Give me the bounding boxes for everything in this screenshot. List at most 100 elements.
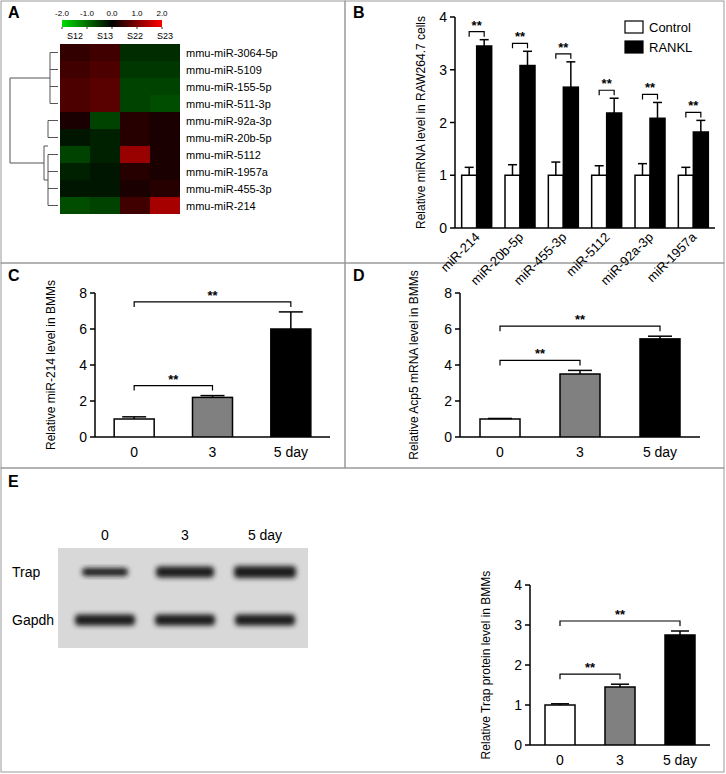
- heatmap-cell: [60, 180, 90, 197]
- error-bar: [610, 98, 619, 113]
- y-tick: [525, 624, 530, 626]
- significance-label: **: [615, 607, 626, 622]
- bar: [505, 175, 520, 228]
- y-tick-label: 2: [439, 115, 447, 131]
- y-tick-label: 0: [444, 429, 452, 445]
- row-label: mmu-miR-92a-3p: [186, 115, 272, 127]
- heatmap-cell: [60, 146, 90, 163]
- bar: [640, 339, 680, 437]
- significance-label: **: [168, 372, 179, 387]
- dendrogram-line: [48, 171, 58, 172]
- colorbar-tick: [162, 27, 163, 29]
- column-label: S12: [67, 31, 83, 41]
- heatmap-cell: [60, 129, 90, 146]
- y-tick-label: 0: [79, 429, 87, 445]
- y-tick: [450, 227, 455, 229]
- error-bar: [488, 418, 512, 420]
- bar: [693, 132, 708, 228]
- row-label: mmu-miR-214: [186, 200, 256, 212]
- error-cap: [508, 164, 517, 166]
- heatmap-cell: [90, 146, 120, 163]
- y-tick: [450, 69, 455, 71]
- heatmap-cell: [150, 44, 180, 61]
- error-bar: [201, 396, 225, 398]
- error-line: [527, 51, 529, 65]
- heatmap-cell: [120, 180, 150, 197]
- y-tick: [455, 328, 460, 330]
- y-tick-label: 2: [514, 657, 522, 673]
- x-tick-label: 0: [556, 752, 564, 768]
- x-tick-label: 0: [130, 444, 138, 460]
- bar: [520, 66, 535, 228]
- lane-label: 0: [101, 527, 109, 543]
- significance-label: **: [575, 312, 586, 327]
- panel-label: B: [353, 4, 365, 21]
- y-tick-label: 6: [444, 321, 452, 337]
- error-cap: [671, 630, 689, 632]
- error-line: [685, 167, 687, 175]
- blot-row-label: Gapdh: [12, 612, 54, 628]
- plot-area: [545, 631, 695, 745]
- error-bar: [523, 51, 532, 65]
- heatmap-cell: [60, 95, 90, 112]
- row-label: mmu-miR-20b-5p: [186, 132, 272, 144]
- error-bar: [696, 120, 705, 132]
- heatmap-cell: [150, 78, 180, 95]
- y-tick: [525, 664, 530, 666]
- significance-label: **: [515, 29, 526, 44]
- heatmap-cell: [120, 112, 150, 129]
- heatmap-cell: [150, 146, 180, 163]
- error-cap: [523, 51, 532, 53]
- y-tick: [90, 364, 95, 366]
- error-line: [657, 102, 659, 118]
- y-tick: [450, 16, 455, 18]
- legend-swatch: [625, 21, 643, 33]
- heatmap-cell: [120, 146, 150, 163]
- error-line: [483, 40, 485, 46]
- bar: [563, 87, 578, 228]
- blot-band: [235, 615, 295, 626]
- colorbar-tick-label: -1.0: [80, 9, 94, 18]
- heatmap-cell: [120, 197, 150, 214]
- row-label: mmu-miR-155-5p: [186, 81, 272, 93]
- y-tick: [455, 292, 460, 294]
- panel-frame: [1, 468, 724, 772]
- significance-label: **: [585, 660, 596, 675]
- error-bar: [681, 167, 690, 175]
- y-tick-label: 3: [514, 617, 522, 633]
- colorbar-tick-label: 1.0: [131, 9, 143, 18]
- y-tick-label: 4: [439, 9, 447, 25]
- heatmap-cell: [90, 78, 120, 95]
- colorbar-tick: [62, 27, 63, 29]
- heatmap-cell: [150, 112, 180, 129]
- error-bar: [279, 312, 303, 329]
- error-bar: [566, 62, 575, 87]
- dendrogram-line: [48, 120, 58, 121]
- blot-background: [58, 548, 308, 648]
- row-label: mmu-miR-3064-5p: [186, 47, 278, 59]
- heatmap-cell: [60, 44, 90, 61]
- y-tick-label: 6: [79, 321, 87, 337]
- dendrogram-line: [48, 121, 49, 138]
- dendrogram-line: [44, 146, 48, 147]
- y-tick: [90, 292, 95, 294]
- error-cap: [611, 683, 629, 685]
- error-cap: [488, 418, 512, 420]
- heatmap-cell: [90, 95, 120, 112]
- y-tick-label: 8: [444, 285, 452, 301]
- error-bar: [653, 102, 662, 118]
- x-tick-label: miR-92a-3p: [597, 230, 656, 289]
- heatmap-cell: [90, 180, 120, 197]
- heatmap-cell: [150, 61, 180, 78]
- y-tick-label: 8: [79, 285, 87, 301]
- heatmap-cell: [90, 61, 120, 78]
- dendrogram: [10, 53, 58, 206]
- x-tick-label: 5 day: [274, 444, 308, 460]
- bar: [678, 175, 693, 228]
- error-bar: [480, 40, 489, 46]
- bar: [560, 374, 600, 437]
- legend-label: RANKL: [649, 40, 692, 55]
- significance-label: **: [558, 40, 569, 55]
- dendrogram-line: [48, 137, 58, 138]
- x-tick-label: 0: [496, 444, 504, 460]
